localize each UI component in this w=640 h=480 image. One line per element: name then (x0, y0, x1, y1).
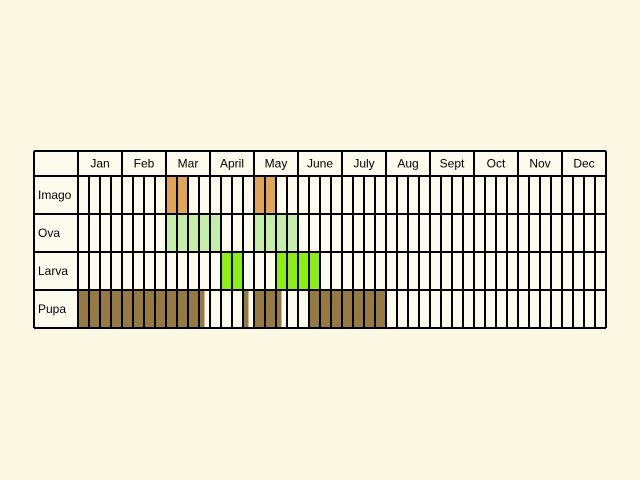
pupa-cell (144, 290, 155, 328)
ova-cell (287, 214, 298, 252)
month-label: Sept (440, 157, 465, 171)
ova-cell (265, 214, 276, 252)
pupa-cell (364, 290, 375, 328)
ova-cell (199, 214, 210, 252)
month-label: Jan (90, 157, 109, 171)
month-label: Nov (529, 157, 550, 171)
month-label: Feb (134, 157, 155, 171)
larva-cell (221, 252, 232, 290)
pupa-cell (122, 290, 133, 328)
imago-cell (177, 176, 188, 214)
pupa-cell (89, 290, 100, 328)
pupa-cell (265, 290, 276, 328)
pupa-cell (111, 290, 122, 328)
larva-cell (298, 252, 309, 290)
ova-cell (177, 214, 188, 252)
ova-cell (276, 214, 287, 252)
larva-cell (287, 252, 298, 290)
pupa-cell (276, 290, 282, 328)
pupa-cell (254, 290, 265, 328)
month-label: May (265, 157, 288, 171)
pupa-cell (243, 290, 249, 328)
month-label: Aug (397, 157, 418, 171)
ova-cell (254, 214, 265, 252)
stage-label: Imago (38, 188, 72, 202)
imago-cell (265, 176, 276, 214)
pupa-cell (155, 290, 166, 328)
pupa-cell (353, 290, 364, 328)
month-label: June (307, 157, 333, 171)
stage-label: Pupa (38, 302, 66, 316)
ova-cell (188, 214, 199, 252)
stage-label: Ova (38, 226, 60, 240)
pupa-cell (177, 290, 188, 328)
pupa-cell (100, 290, 111, 328)
month-label: Mar (178, 157, 199, 171)
pupa-cell (78, 290, 89, 328)
larva-cell (232, 252, 243, 290)
month-label: Dec (573, 157, 594, 171)
stage-label: Larva (38, 264, 68, 278)
pupa-cell (375, 290, 386, 328)
month-label: April (220, 157, 244, 171)
pupa-cell (199, 290, 205, 328)
ova-cell (210, 214, 221, 252)
pupa-cell (166, 290, 177, 328)
pupa-cell (133, 290, 144, 328)
larva-cell (276, 252, 287, 290)
grid-layer (33, 150, 607, 329)
ova-cell (166, 214, 177, 252)
imago-cell (166, 176, 177, 214)
pupa-cell (320, 290, 331, 328)
pupa-cell (342, 290, 353, 328)
labels-layer: Jan Feb Mar April May June July Aug Sept Oct Nov De… (38, 157, 595, 317)
larva-cell (309, 252, 320, 290)
month-label: Oct (487, 157, 506, 171)
pupa-cell (309, 290, 320, 328)
month-label: July (353, 157, 374, 171)
pupa-cell (188, 290, 199, 328)
pupa-cell (331, 290, 342, 328)
imago-cell (254, 176, 265, 214)
